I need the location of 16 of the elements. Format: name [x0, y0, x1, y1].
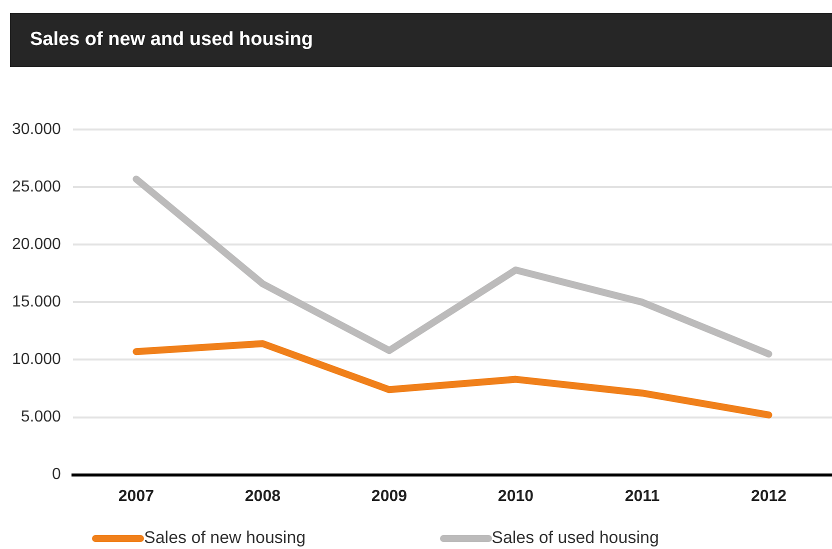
legend-label: Sales of new housing: [144, 528, 306, 548]
y-tick-label: 10.000: [12, 351, 62, 368]
x-tick-label: 2012: [750, 488, 787, 505]
y-tick-label: 30.000: [12, 121, 62, 138]
x-tick-label: 2007: [118, 488, 154, 505]
chart-title: Sales of new and used housing: [30, 29, 313, 51]
y-tick-label: 20.000: [12, 236, 62, 254]
x-tick-label: 2008: [244, 488, 281, 505]
y-tick-label: 5.000: [20, 408, 62, 426]
x-tick-label: 2011: [624, 488, 660, 505]
y-tick-label: 0: [52, 466, 62, 484]
y-tick-label: 25.000: [12, 178, 62, 196]
legend-label: Sales of used housing: [492, 528, 659, 548]
x-tick-label: 2009: [371, 488, 408, 505]
y-tick-label: 15.000: [12, 294, 62, 311]
x-tick-label: 2010: [498, 488, 534, 505]
